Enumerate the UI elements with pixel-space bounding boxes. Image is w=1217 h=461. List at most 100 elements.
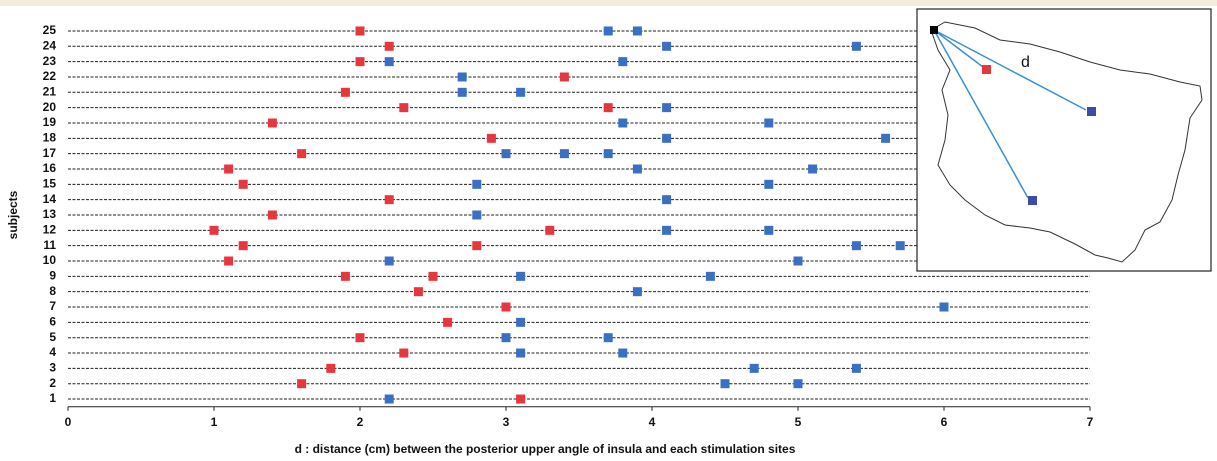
point — [457, 72, 467, 82]
y-tick-label: 22 — [43, 69, 57, 83]
point — [472, 241, 482, 251]
point — [895, 241, 905, 251]
inset-arrows — [933, 29, 1087, 199]
point — [501, 333, 511, 343]
point — [472, 210, 482, 220]
point — [443, 317, 453, 327]
point — [705, 271, 715, 281]
point — [516, 348, 526, 358]
point — [662, 225, 672, 235]
point — [501, 149, 511, 159]
point — [764, 225, 774, 235]
point — [355, 26, 365, 36]
y-tick-label: 19 — [43, 115, 57, 129]
top-band — [0, 0, 1217, 6]
y-tick-label: 14 — [43, 192, 57, 206]
point — [720, 379, 730, 389]
x-axis-label: d : distance (cm) between the posterior … — [295, 442, 796, 456]
x-tick-label: 1 — [211, 415, 218, 429]
y-tick-label: 1 — [49, 391, 56, 405]
point — [545, 225, 555, 235]
x-tick-label: 2 — [357, 415, 364, 429]
point — [238, 179, 248, 189]
point — [384, 195, 394, 205]
point — [384, 41, 394, 51]
x-tick-label: 7 — [1087, 415, 1094, 429]
point — [603, 103, 613, 113]
point — [603, 26, 613, 36]
point — [355, 57, 365, 67]
point — [413, 287, 423, 297]
point — [384, 256, 394, 266]
point — [851, 41, 861, 51]
y-tick-label: 11 — [43, 238, 56, 252]
y-tick-label: 10 — [43, 253, 57, 267]
y-tick-label: 20 — [43, 100, 57, 114]
point — [340, 87, 350, 97]
point — [793, 379, 803, 389]
point — [501, 302, 511, 312]
x-tick-label: 6 — [941, 415, 948, 429]
y-tick-label: 23 — [43, 54, 57, 68]
point — [618, 348, 628, 358]
point — [793, 256, 803, 266]
point — [662, 103, 672, 113]
y-tick-label: 7 — [49, 299, 56, 313]
point — [224, 256, 234, 266]
x-tick-label: 3 — [503, 415, 510, 429]
point — [472, 179, 482, 189]
point — [486, 133, 496, 143]
point — [559, 149, 569, 159]
y-tick-label: 21 — [43, 84, 57, 98]
point — [662, 41, 672, 51]
point — [428, 271, 438, 281]
point — [632, 26, 642, 36]
y-tick-label: 8 — [49, 284, 56, 298]
y-tick-label: 3 — [49, 361, 56, 375]
point — [238, 241, 248, 251]
point — [399, 348, 409, 358]
point — [297, 149, 307, 159]
point — [618, 57, 628, 67]
point — [559, 72, 569, 82]
point — [851, 241, 861, 251]
y-tick-label: 9 — [49, 269, 56, 283]
y-tick-label: 25 — [43, 23, 57, 37]
point — [851, 363, 861, 373]
point — [224, 164, 234, 174]
insula-outline — [930, 21, 1203, 263]
point — [384, 57, 394, 67]
point — [267, 210, 277, 220]
point — [516, 87, 526, 97]
point — [267, 118, 277, 128]
inset-frame — [916, 8, 1212, 272]
point — [764, 179, 774, 189]
y-tick-label: 4 — [49, 345, 56, 359]
point — [457, 87, 467, 97]
point — [355, 333, 365, 343]
y-tick-label: 16 — [43, 161, 57, 175]
point — [399, 103, 409, 113]
point — [662, 133, 672, 143]
point — [209, 225, 219, 235]
point — [764, 118, 774, 128]
point — [662, 195, 672, 205]
y-tick-label: 17 — [43, 146, 57, 160]
point — [618, 118, 628, 128]
y-tick-label: 13 — [43, 207, 57, 221]
point — [808, 164, 818, 174]
inset-blue-point — [1028, 196, 1037, 205]
inset-label: d — [1021, 54, 1030, 71]
inset-red-point — [982, 65, 991, 74]
point — [516, 394, 526, 404]
x-tick-label: 4 — [649, 415, 656, 429]
point — [297, 379, 307, 389]
point — [603, 333, 613, 343]
x-tick-label: 5 — [795, 415, 802, 429]
y-tick-label: 12 — [43, 223, 57, 237]
point — [384, 394, 394, 404]
point — [632, 164, 642, 174]
point — [881, 133, 891, 143]
point — [603, 149, 613, 159]
